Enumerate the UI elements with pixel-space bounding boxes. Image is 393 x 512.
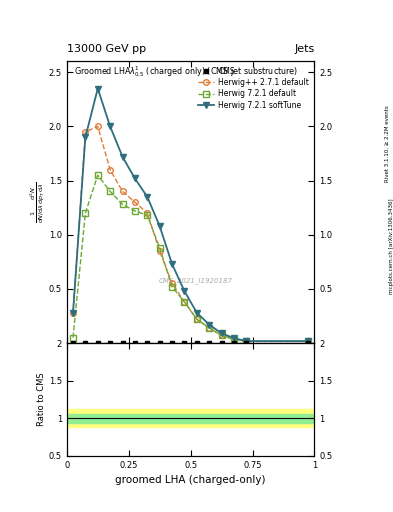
Text: Groomed LHA$\lambda^{1}_{0.5}$ (charged only) (CMS jet substructure): Groomed LHA$\lambda^{1}_{0.5}$ (charged …: [74, 65, 298, 79]
Text: Jets: Jets: [294, 44, 314, 54]
X-axis label: groomed LHA (charged-only): groomed LHA (charged-only): [116, 475, 266, 485]
Y-axis label: $\frac{1}{\mathrm{d}N/\mathrm{d}\lambda}\frac{\mathrm{d}^2N}{\mathrm{d}p_T\,\mat: $\frac{1}{\mathrm{d}N/\mathrm{d}\lambda}…: [29, 182, 48, 223]
Text: Rivet 3.1.10, ≥ 2.2M events: Rivet 3.1.10, ≥ 2.2M events: [385, 105, 389, 182]
Text: CMS_2021_I1920187: CMS_2021_I1920187: [158, 278, 233, 285]
Text: 13000 GeV pp: 13000 GeV pp: [67, 44, 146, 54]
Y-axis label: Ratio to CMS: Ratio to CMS: [37, 373, 46, 426]
Text: mcplots.cern.ch [arXiv:1306.3436]: mcplots.cern.ch [arXiv:1306.3436]: [389, 198, 393, 293]
Legend: CMS, Herwig++ 2.7.1 default, Herwig 7.2.1 default, Herwig 7.2.1 softTune: CMS, Herwig++ 2.7.1 default, Herwig 7.2.…: [196, 65, 310, 111]
